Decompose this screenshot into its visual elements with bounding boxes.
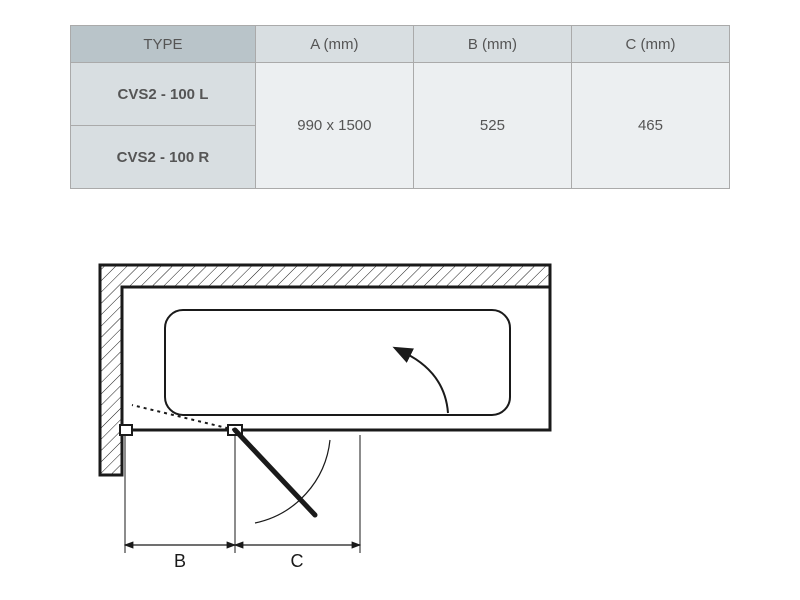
row-0-type: CVS2 - 100 L <box>71 63 256 126</box>
header-a: A (mm) <box>255 26 413 63</box>
tub-inner <box>165 310 510 415</box>
open-arrow <box>405 353 448 413</box>
hinge-left <box>120 425 132 435</box>
dim-c-label: C <box>291 551 304 571</box>
value-b: 525 <box>413 63 571 189</box>
row-1-type: CVS2 - 100 R <box>71 126 256 189</box>
tub-outer <box>122 287 550 430</box>
wall-outline <box>100 265 550 475</box>
value-c: 465 <box>571 63 729 189</box>
swing-open <box>235 430 315 515</box>
value-a: 990 x 1500 <box>255 63 413 189</box>
header-type: TYPE <box>71 26 256 63</box>
swing-arc <box>255 440 330 523</box>
header-c: C (mm) <box>571 26 729 63</box>
swing-closed <box>132 405 235 430</box>
spec-table: TYPE A (mm) B (mm) C (mm) CVS2 - 100 L 9… <box>70 25 730 189</box>
dim-b-label: B <box>174 551 186 571</box>
technical-diagram: B C <box>70 255 590 580</box>
header-b: B (mm) <box>413 26 571 63</box>
